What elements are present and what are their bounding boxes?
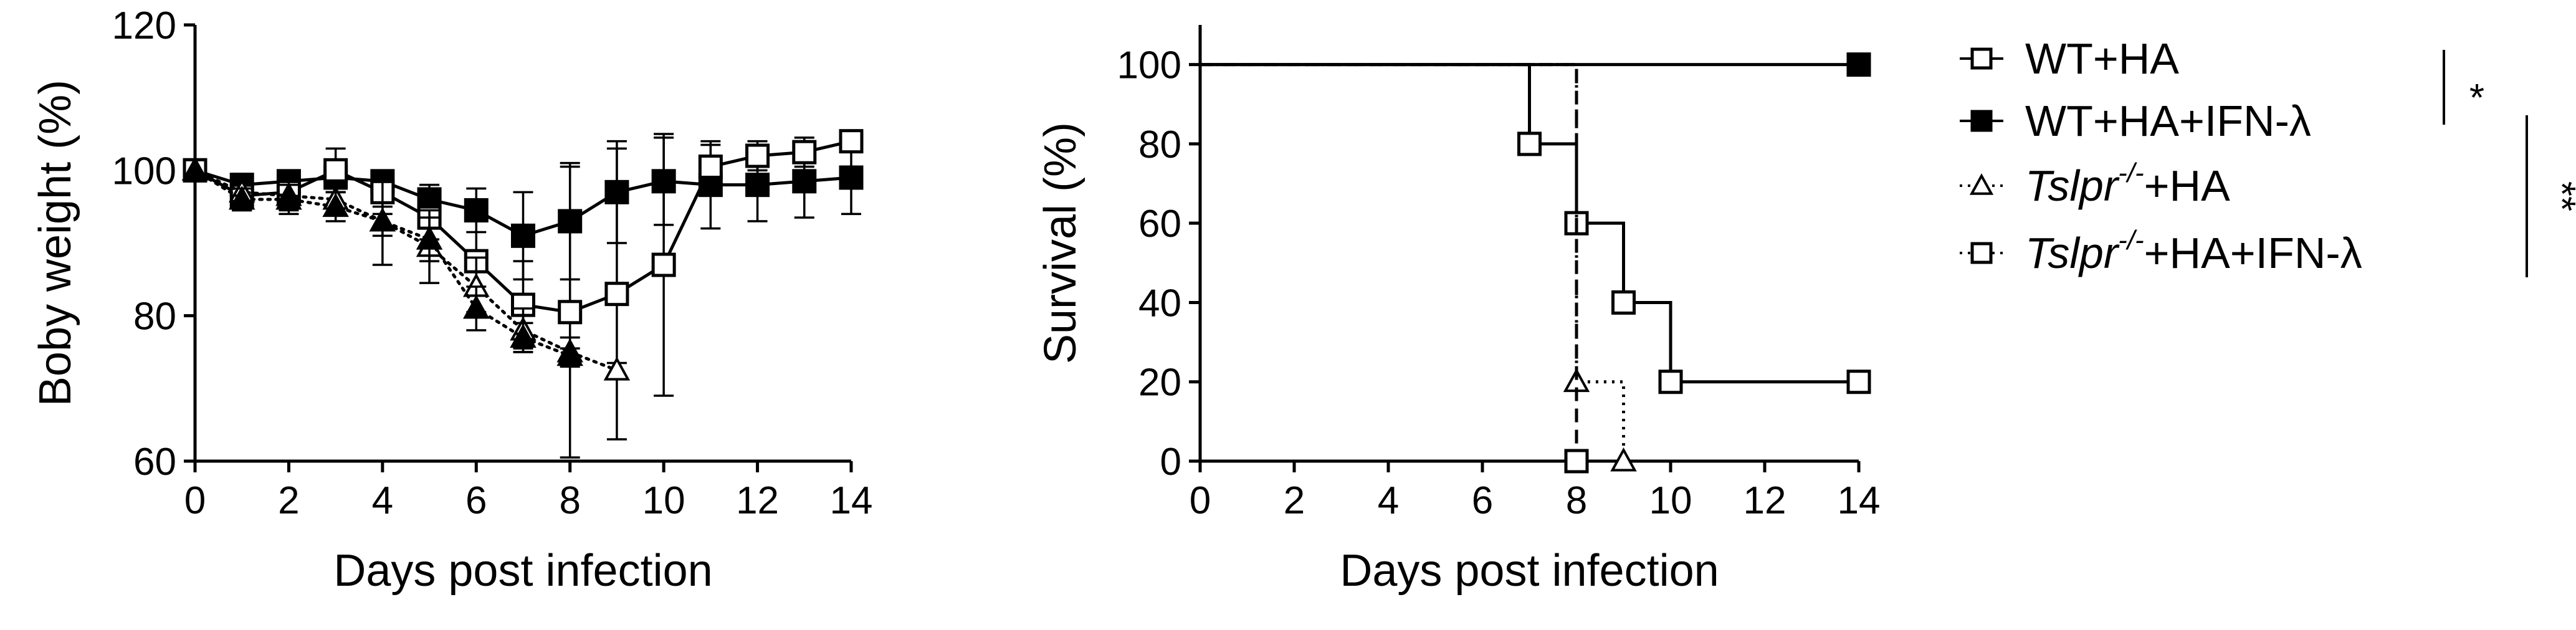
- weight-series: [181, 156, 631, 381]
- data-point: [745, 173, 770, 198]
- series-line: [193, 168, 619, 372]
- data-point: [1610, 447, 1637, 472]
- y-tick-label: 60: [133, 441, 176, 484]
- legend-label-text: Tslpr: [2025, 229, 2120, 277]
- data-point: [1611, 290, 1636, 315]
- legend-marker: [1969, 173, 1994, 195]
- data-point: [369, 208, 396, 232]
- data-point: [181, 156, 209, 181]
- significance: ***: [2443, 50, 2576, 277]
- x-tick-label: 6: [1472, 479, 1493, 522]
- x-tick-label: 6: [465, 479, 487, 522]
- data-point: [839, 129, 864, 154]
- weight-chart: 0 2 4 6 8 10 12 14 60 80 100 120 Days post infection…: [31, 4, 872, 596]
- x-tick-label: 2: [278, 479, 299, 522]
- data-point: [792, 169, 817, 194]
- x-axis-title: Days post infection: [1340, 546, 1719, 596]
- legend-entry: WT+HA+IFN-λ: [1960, 97, 2311, 145]
- data-point: [698, 155, 723, 179]
- x-tick-label: 8: [559, 479, 580, 522]
- step-line: [1200, 63, 1625, 461]
- y-tick-label: 120: [112, 4, 176, 47]
- x-tick-label: 14: [1838, 479, 1881, 522]
- legend-label-sup: -/-: [2118, 225, 2144, 255]
- data-point: [839, 165, 864, 190]
- legend-label: WT+HA: [2025, 34, 2179, 83]
- legend-label-text: WT+HA+IFN-λ: [2025, 97, 2311, 145]
- x-tick-label: 10: [1649, 479, 1692, 522]
- legend-label: Tslpr-/-+HA: [2025, 158, 2230, 210]
- significance-label: **: [2540, 181, 2576, 211]
- x-tick-label: 8: [1566, 479, 1587, 522]
- data-point: [558, 300, 583, 325]
- x-tick-label: 12: [736, 479, 779, 522]
- y-tick-label: 100: [1117, 44, 1181, 87]
- data-point: [1658, 370, 1683, 394]
- legend-label-suffix: +HA+IFN-λ: [2144, 229, 2362, 277]
- x-tick-label: 10: [642, 479, 685, 522]
- significance-label: *: [2469, 77, 2484, 120]
- step-line: [1200, 63, 1859, 384]
- y-axis-title: Survival (%): [1036, 122, 1085, 364]
- x-tick-label: 4: [372, 479, 393, 522]
- legend-marker: [1970, 110, 1993, 132]
- survival-chart: 0 2 4 6 8 10 12 14 0 20 40 60 80 100 Days post infecti…: [1036, 25, 1880, 596]
- y-tick-label: 80: [1138, 123, 1181, 166]
- y-tick-label: 60: [1138, 203, 1181, 246]
- survival-series: [1200, 63, 1589, 474]
- x-axis-title: Days post infection: [333, 546, 712, 596]
- data-point: [651, 252, 676, 277]
- survival-series: [1200, 63, 1871, 394]
- data-point: [228, 186, 255, 210]
- y-tick-label: 100: [112, 150, 176, 193]
- legend-label-suffix: +HA: [2144, 161, 2230, 210]
- legend-entry: WT+HA: [1960, 34, 2179, 83]
- legend-label: Tslpr-/-+HA+IFN-λ: [2025, 225, 2362, 277]
- data-point: [510, 323, 537, 348]
- legend-marker: [1970, 47, 1993, 70]
- legend: WT+HAWT+HA+IFN-λTslpr-/-+HATslpr-/-+HA+I…: [1960, 34, 2362, 277]
- data-point: [792, 140, 817, 165]
- legend-marker: [1970, 242, 1993, 264]
- y-tick-label: 0: [1160, 441, 1181, 484]
- step-line: [1200, 63, 1578, 461]
- data-point: [1564, 449, 1589, 474]
- data-point: [1517, 131, 1542, 156]
- y-tick-label: 40: [1138, 282, 1181, 325]
- data-point: [604, 282, 629, 307]
- legend-label-sup: -/-: [2118, 158, 2144, 188]
- data-point: [323, 158, 348, 183]
- x-tick-label: 0: [1190, 479, 1211, 522]
- survival-series: [1200, 63, 1637, 472]
- y-tick-label: 20: [1138, 361, 1181, 404]
- data-point: [275, 186, 302, 210]
- data-point: [603, 356, 631, 381]
- x-tick-label: 2: [1284, 479, 1305, 522]
- legend-label-text: Tslpr: [2025, 161, 2120, 210]
- legend-label: WT+HA+IFN-λ: [2025, 97, 2311, 145]
- legend-entry: Tslpr-/-+HA: [1960, 158, 2230, 210]
- y-axis-title: Boby weight (%): [31, 80, 80, 406]
- data-point: [463, 295, 490, 319]
- data-point: [511, 223, 535, 248]
- x-tick-label: 4: [1378, 479, 1399, 522]
- data-point: [1846, 52, 1871, 77]
- data-point: [416, 226, 443, 250]
- data-point: [745, 143, 770, 168]
- x-tick-label: 14: [830, 479, 873, 522]
- x-tick-label: 0: [184, 479, 206, 522]
- data-point: [1846, 370, 1871, 394]
- data-point: [322, 193, 349, 217]
- y-tick-label: 80: [133, 295, 176, 338]
- x-tick-label: 12: [1744, 479, 1787, 522]
- data-point: [556, 341, 583, 366]
- legend-entry: Tslpr-/-+HA+IFN-λ: [1960, 225, 2362, 277]
- legend-label-text: WT+HA: [2025, 34, 2179, 83]
- weight-series: [181, 156, 583, 366]
